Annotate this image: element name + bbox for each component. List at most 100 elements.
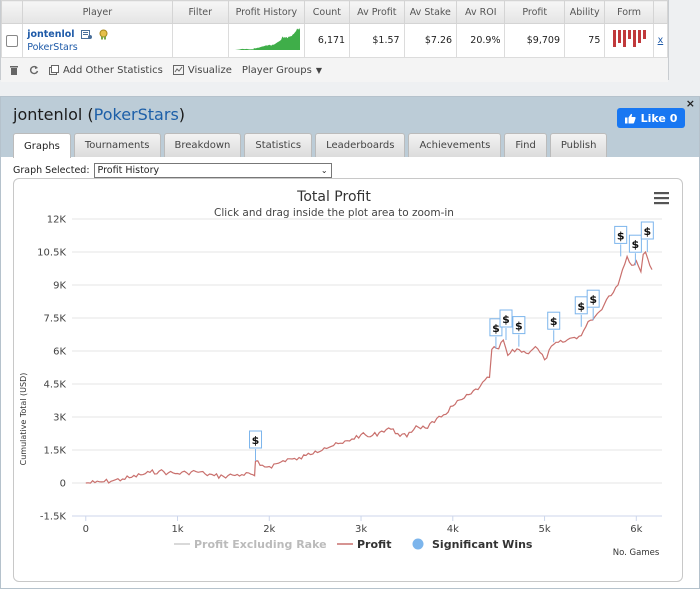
visualize-button[interactable]: Visualize [172, 65, 232, 76]
win-marker-label: $ [632, 238, 640, 251]
legend-label: Significant Wins [432, 538, 533, 551]
chart-subtitle: Click and drag inside the plot area to z… [214, 207, 454, 219]
column-header-form[interactable]: Form [604, 0, 654, 24]
count-cell: 6,171 [303, 23, 351, 58]
panel-title: jontenlol (PokerStars) [13, 105, 186, 124]
form-bar [622, 30, 626, 47]
significant-win-marker[interactable]: $ [512, 316, 526, 347]
column-header-count[interactable]: Count [303, 0, 351, 24]
player-groups-dropdown[interactable]: Player Groups ▼ [242, 65, 322, 76]
significant-win-marker[interactable]: $ [586, 289, 600, 321]
facebook-like-button[interactable]: Like 0 [617, 108, 685, 128]
add-other-statistics-button[interactable]: Add Other Statistics [49, 65, 163, 76]
remove-player-link[interactable]: x [652, 23, 669, 58]
tab-publish[interactable]: Publish [549, 133, 608, 157]
panel-network-link[interactable]: PokerStars [93, 105, 179, 124]
x-tick-label: 2k [263, 524, 275, 535]
av-profit-cell: $1.57 [349, 23, 405, 58]
player-stats-panel: Player Filter Profit History Count Av Pr… [0, 0, 669, 82]
profit-history-sparkline [233, 28, 300, 50]
y-tick-label: 6K [53, 347, 66, 358]
chart-legend: Profit Excluding Rake Profit Significant W… [174, 538, 533, 551]
y-tick-label: 4.5K [44, 380, 67, 391]
significant-win-marker[interactable]: $ [499, 309, 513, 340]
x-axis-label: No. Games [613, 548, 660, 558]
tab-leaderboards[interactable]: Leaderboards [315, 133, 406, 157]
player-card-icon[interactable] [80, 29, 92, 40]
form-cell[interactable] [604, 23, 654, 58]
close-icon[interactable]: × [685, 97, 695, 110]
win-marker-label: $ [643, 225, 651, 238]
column-header-av-stake[interactable]: Av Stake [403, 0, 458, 24]
like-count-label: Like 0 [640, 111, 678, 125]
significant-win-marker[interactable]: $ [628, 234, 642, 266]
column-header-profit-history[interactable]: Profit History [228, 0, 305, 24]
profit-history-cell[interactable] [228, 23, 305, 58]
profit-series-line [85, 250, 653, 484]
column-header-player[interactable]: Player [22, 0, 173, 24]
form-bar [617, 30, 621, 43]
column-header-remove [652, 0, 669, 24]
y-tick-label: 3K [53, 413, 66, 424]
form-bar [637, 30, 641, 43]
graph-selected-label: Graph Selected: [13, 165, 90, 176]
ability-cell: 75 [564, 23, 606, 58]
x-tick-label: 5k [538, 524, 550, 535]
player-stats-table: Player Filter Profit History Count Av Pr… [0, 0, 669, 58]
y-tick-label: -1.5K [40, 512, 67, 523]
av-roi-cell: 20.9% [456, 23, 506, 58]
filter-cell[interactable] [171, 23, 230, 58]
row-checkbox[interactable] [6, 34, 19, 47]
table-toolbar: Add Other Statistics Visualize Player Gr… [1, 58, 668, 82]
legend-item[interactable]: Significant Wins [412, 538, 533, 551]
win-marker-label: $ [617, 229, 625, 242]
legend-item[interactable]: Profit Excluding Rake [174, 538, 327, 551]
significant-win-marker[interactable]: $ [640, 221, 654, 252]
panel-header: jontenlol (PokerStars) Like 0 × Graphs T… [1, 97, 699, 158]
y-tick-label: 10.5K [37, 248, 66, 259]
thumbs-up-icon [624, 113, 636, 123]
tab-find[interactable]: Find [504, 133, 547, 157]
graph-select[interactable]: Profit History ⌄ [93, 163, 332, 178]
player-groups-label: Player Groups [241, 64, 312, 76]
player-detail-panel: jontenlol (PokerStars) Like 0 × Graphs T… [0, 96, 700, 589]
x-tick-label: 0 [83, 524, 89, 535]
significant-win-marker[interactable]: $ [574, 296, 588, 327]
column-header-av-roi[interactable]: Av ROI [456, 0, 506, 24]
column-header-filter[interactable]: Filter [171, 0, 230, 24]
player-network-link[interactable]: PokerStars [27, 41, 78, 53]
form-chart [612, 30, 646, 47]
x-tick-label: 3k [355, 524, 367, 535]
legend-label: Profit [357, 538, 391, 551]
x-tick-label: 4k [447, 524, 459, 535]
add-other-statistics-label: Add Other Statistics [63, 64, 163, 76]
significant-win-marker[interactable]: $ [249, 430, 263, 461]
select-all-header [0, 0, 24, 24]
tab-statistics[interactable]: Statistics [244, 133, 313, 157]
row-select-cell [0, 23, 24, 58]
column-header-profit[interactable]: Profit [504, 0, 566, 24]
delete-icon[interactable] [9, 65, 19, 75]
win-marker-label: $ [577, 300, 585, 313]
form-bar [627, 30, 631, 39]
table-row: jontenlol PokerStars 6,171 $1.57 $7.26 2… [0, 23, 669, 58]
tab-tournaments[interactable]: Tournaments [73, 133, 161, 157]
profit-chart[interactable]: Total Profit Click and drag inside the p… [14, 179, 682, 581]
tab-achievements[interactable]: Achievements [408, 133, 502, 157]
graph-select-value: Profit History [97, 165, 160, 176]
legend-item[interactable]: Profit [337, 538, 391, 551]
significant-win-marker[interactable]: $ [614, 225, 628, 257]
chart-menu-icon[interactable] [654, 192, 669, 205]
tab-graphs[interactable]: Graphs [13, 133, 71, 158]
column-header-av-profit[interactable]: Av Profit [349, 0, 405, 24]
column-header-ability[interactable]: Ability [564, 0, 606, 24]
tab-breakdown[interactable]: Breakdown [163, 133, 242, 157]
achievement-medal-icon [99, 29, 108, 39]
player-name-link[interactable]: jontenlol [27, 28, 75, 40]
table-header-row: Player Filter Profit History Count Av Pr… [0, 0, 669, 24]
win-marker-label: $ [550, 315, 558, 328]
form-bar [642, 30, 646, 39]
significant-win-marker[interactable]: $ [547, 311, 561, 343]
refresh-icon[interactable] [29, 65, 39, 75]
y-tick-label: 7.5K [44, 314, 67, 325]
